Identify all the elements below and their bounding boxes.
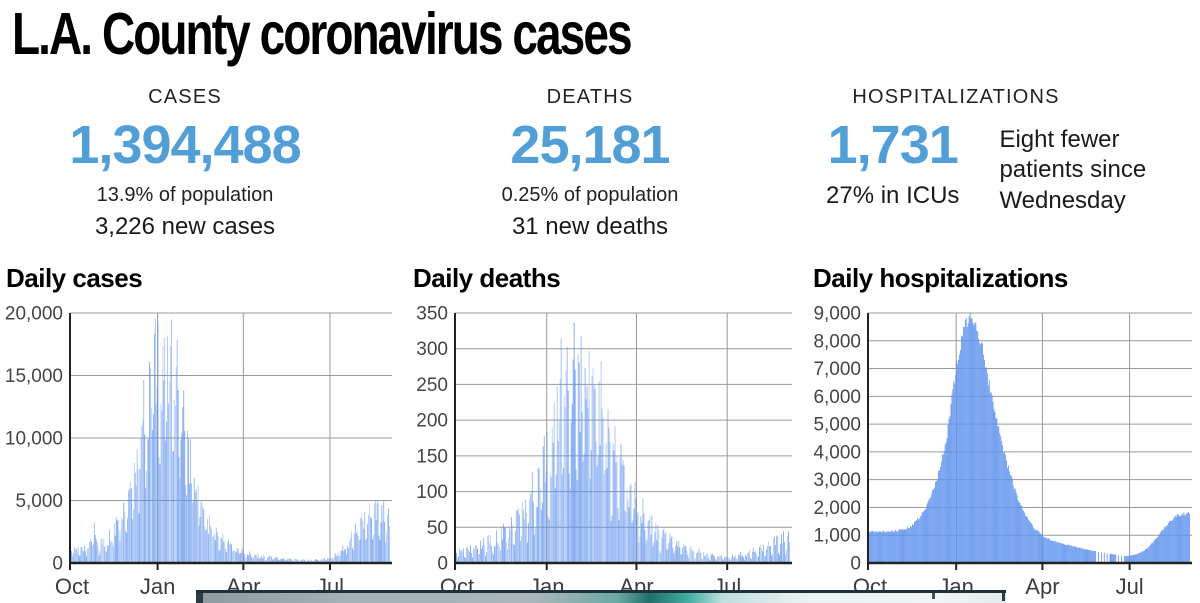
- svg-text:50: 50: [427, 518, 448, 539]
- svg-text:8,000: 8,000: [813, 331, 861, 352]
- svg-text:100: 100: [416, 482, 448, 503]
- daily-deaths-chart: Daily deaths 0 50 100 150 200 250 300 350 Oct Jan…: [400, 263, 800, 600]
- svg-text:10,000: 10,000: [5, 429, 63, 450]
- svg-text:20,000: 20,000: [5, 304, 63, 325]
- stat-deaths-population: 0.25% of population: [501, 183, 679, 206]
- stat-hospitalizations-body: 1,731 27% in ICUs Eight fewer patients s…: [796, 109, 1176, 216]
- stat-hospitalizations-note: Eight fewer patients since Wednesday: [999, 126, 1147, 214]
- stat-cases-value: 1,394,488: [69, 115, 301, 175]
- svg-text:350: 350: [416, 304, 448, 325]
- svg-text:3,000: 3,000: [813, 470, 861, 491]
- stat-hospitalizations: HOSPITALIZATIONS 1,731 27% in ICUs Eight…: [796, 86, 1176, 216]
- cropped-bottom-graphic: [196, 590, 1006, 603]
- svg-text:2,000: 2,000: [813, 498, 861, 519]
- stat-deaths: DEATHS 25,181 0.25% of population 31 new…: [440, 86, 740, 241]
- daily-cases-chart: Daily cases 0 5,000 10,000 15,000 20,000 Oct J…: [0, 263, 400, 600]
- stat-hospitalizations-value: 1,731: [827, 115, 959, 175]
- stat-deaths-value: 25,181: [510, 115, 670, 175]
- svg-text:Apr: Apr: [1025, 574, 1059, 599]
- svg-text:1,000: 1,000: [813, 526, 861, 547]
- strip-start-mark: [196, 593, 203, 603]
- svg-text:150: 150: [416, 446, 448, 467]
- svg-text:5,000: 5,000: [15, 491, 63, 512]
- charts-row: Daily cases 0 5,000 10,000 15,000 20,000 Oct J…: [0, 263, 1200, 600]
- svg-text:7,000: 7,000: [813, 359, 861, 380]
- daily-hospitalizations-title: Daily hospitalizations: [813, 263, 1068, 293]
- svg-text:300: 300: [416, 339, 448, 360]
- stat-cases-label: CASES: [148, 86, 222, 108]
- daily-hospitalizations-chart: Daily hospitalizations 0 1,000 2,000 3,000 4…: [800, 263, 1200, 600]
- svg-text:Jan: Jan: [140, 574, 175, 599]
- strip-tick-mark: [1002, 593, 1005, 601]
- stat-cases-new: 3,226 new cases: [94, 212, 276, 240]
- daily-deaths-title: Daily deaths: [413, 263, 561, 293]
- page-title: L.A. County coronavirus cases: [12, 1, 633, 67]
- svg-text:4,000: 4,000: [813, 442, 861, 463]
- svg-text:Oct: Oct: [55, 574, 89, 599]
- stat-deaths-new: 31 new deaths: [511, 212, 669, 240]
- svg-text:0: 0: [52, 554, 63, 575]
- svg-text:5,000: 5,000: [813, 415, 861, 436]
- stat-hospitalizations-icu: 27% in ICUs: [826, 181, 960, 209]
- stat-cases: CASES 1,394,488 13.9% of population 3,22…: [25, 86, 345, 241]
- daily-cases-title: Daily cases: [6, 263, 143, 293]
- daily-hospitalizations-plot: 0 1,000 2,000 3,000 4,000 5,000 6,000 7,000 8,00…: [813, 304, 1192, 599]
- svg-text:15,000: 15,000: [5, 366, 63, 387]
- strip-tick-mark: [932, 593, 935, 599]
- stat-deaths-label: DEATHS: [546, 86, 634, 108]
- svg-text:Jul: Jul: [1116, 574, 1144, 599]
- stat-hospitalizations-label: HOSPITALIZATIONS: [852, 86, 1060, 108]
- svg-text:250: 250: [416, 375, 448, 396]
- stat-cases-population: 13.9% of population: [96, 183, 274, 206]
- svg-text:9,000: 9,000: [813, 304, 861, 325]
- svg-text:0: 0: [437, 554, 448, 575]
- svg-text:0: 0: [850, 554, 861, 575]
- svg-text:6,000: 6,000: [813, 387, 861, 408]
- svg-text:200: 200: [416, 411, 448, 432]
